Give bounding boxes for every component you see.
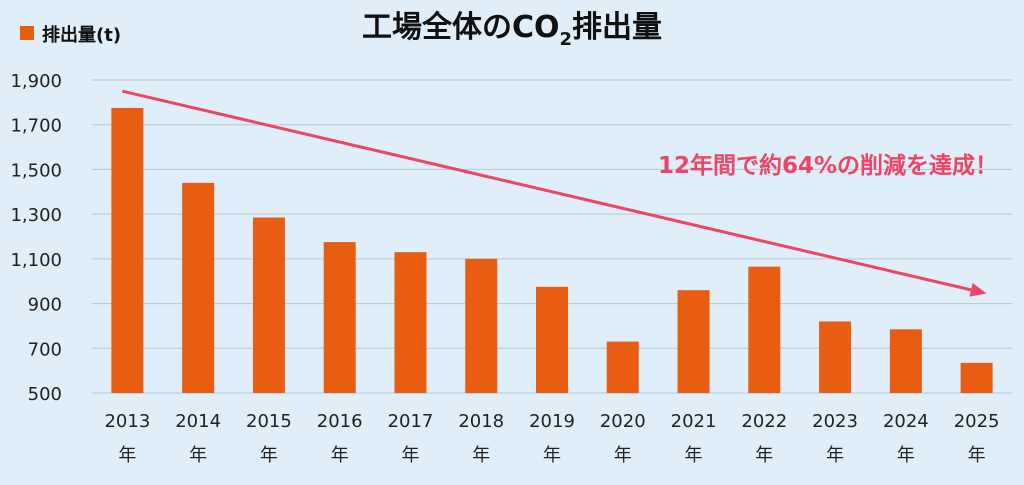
y-tick-label: 1,700 (10, 116, 62, 137)
x-tick-label-year: 2014 (175, 411, 221, 432)
x-tick-label-unit: 年 (260, 445, 278, 466)
bar (748, 266, 781, 393)
x-tick-label-unit: 年 (189, 445, 207, 466)
x-tick-label-unit: 年 (826, 445, 844, 466)
trend-arrow-line (122, 89, 972, 292)
x-tick-label-unit: 年 (118, 445, 136, 466)
chart-title-suffix: 排出量 (572, 10, 662, 45)
x-tick-label-unit: 年 (401, 445, 419, 466)
y-tick-label: 700 (28, 339, 62, 360)
bar (111, 107, 144, 394)
x-tick-label-unit: 年 (543, 445, 561, 466)
y-axis-ticks: 1,900 1,700 1,500 1,300 1,100 900 700 500 (10, 71, 62, 405)
legend: 排出量(t) (20, 24, 121, 46)
bar (252, 217, 285, 393)
legend-label: 排出量(t) (42, 24, 121, 46)
bar (819, 321, 852, 393)
x-tick-label-year: 2015 (246, 411, 292, 432)
bar (323, 242, 356, 393)
x-tick-label-unit: 年 (755, 445, 773, 466)
bar (606, 341, 639, 393)
chart-title-subscript: 2 (560, 29, 573, 50)
x-tick-label-year: 2020 (600, 411, 646, 432)
bar (182, 182, 215, 393)
x-tick-label-unit: 年 (331, 445, 349, 466)
chart-title-main: 工場全体のCO (362, 10, 560, 45)
x-axis-ticks: 2013 年 2014 年 2015 年 2016 年 2017 年 2018 年 2019 年 2020 年… (104, 411, 999, 466)
x-tick-label-unit: 年 (897, 445, 915, 466)
bar (889, 329, 922, 393)
x-tick-label-unit: 年 (472, 445, 490, 466)
x-tick-label-year: 2023 (812, 411, 858, 432)
x-tick-label-year: 2018 (458, 411, 504, 432)
bar (394, 252, 427, 393)
y-tick-label: 1,500 (10, 160, 62, 181)
x-tick-label-year: 2017 (388, 411, 434, 432)
x-tick-label-year: 2025 (954, 411, 1000, 432)
bar (465, 258, 498, 393)
y-tick-label: 1,300 (10, 205, 62, 226)
x-tick-label-unit: 年 (968, 445, 986, 466)
trend-arrow (122, 89, 987, 297)
y-tick-label: 1,100 (10, 250, 62, 271)
x-tick-label-year: 2016 (317, 411, 363, 432)
bar (960, 362, 993, 393)
x-tick-label-year: 2013 (104, 411, 150, 432)
bar (536, 286, 568, 393)
x-tick-label-year: 2022 (741, 411, 787, 432)
chart-title: 工場全体のCO2排出量 (362, 10, 662, 50)
y-tick-label: 500 (28, 384, 62, 405)
legend-swatch (20, 26, 34, 40)
x-tick-label-unit: 年 (685, 445, 703, 466)
bars (111, 107, 993, 394)
x-tick-label-unit: 年 (614, 445, 632, 466)
y-tick-label: 900 (28, 295, 62, 316)
trend-arrow-head (969, 283, 987, 297)
x-tick-label-year: 2019 (529, 411, 575, 432)
x-tick-label-year: 2021 (671, 411, 717, 432)
reduction-annotation: 12年間で約64%の削減を達成！ (658, 152, 998, 179)
y-tick-label: 1,900 (10, 71, 62, 92)
x-tick-label-year: 2024 (883, 411, 929, 432)
bar (677, 290, 710, 393)
